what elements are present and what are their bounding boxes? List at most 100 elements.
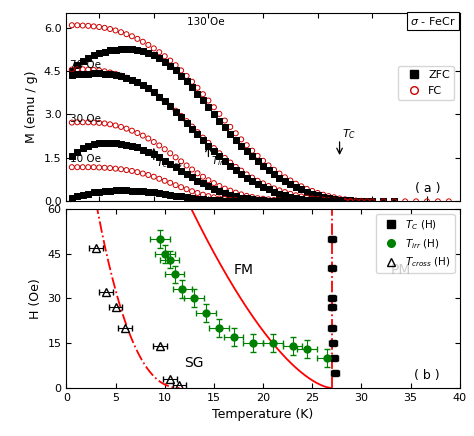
- Point: [79, 119, 87, 126]
- Point: [232, 167, 239, 174]
- Point: [84, 54, 92, 61]
- Point: [292, 198, 300, 205]
- Point: [237, 167, 245, 174]
- Point: [194, 84, 201, 91]
- Point: [79, 191, 87, 198]
- Point: [314, 198, 321, 205]
- Point: [150, 89, 157, 95]
- Point: [319, 196, 327, 203]
- Point: [227, 197, 234, 204]
- Point: [117, 123, 125, 130]
- Point: [330, 198, 338, 205]
- Point: [128, 167, 136, 174]
- Point: [298, 198, 305, 205]
- Point: [150, 189, 157, 196]
- Point: [270, 197, 278, 204]
- Point: [155, 49, 163, 56]
- Point: [134, 79, 141, 86]
- Point: [123, 74, 130, 81]
- Point: [237, 198, 245, 204]
- Point: [68, 22, 76, 29]
- Point: [363, 198, 371, 205]
- Point: [205, 142, 212, 149]
- Point: [276, 198, 283, 205]
- Point: [210, 194, 218, 201]
- Point: [391, 198, 398, 205]
- Point: [270, 166, 278, 173]
- Point: [232, 197, 239, 204]
- Point: [106, 121, 114, 128]
- Point: [73, 71, 81, 78]
- Point: [259, 197, 267, 204]
- Point: [95, 188, 103, 195]
- Point: [68, 68, 76, 75]
- Point: [265, 167, 273, 174]
- Point: [210, 110, 218, 117]
- Point: [325, 198, 332, 204]
- Point: [227, 123, 234, 130]
- Point: [128, 76, 136, 83]
- Point: [363, 198, 371, 204]
- Text: 10 Oe: 10 Oe: [70, 154, 100, 164]
- Point: [309, 198, 316, 205]
- Point: [145, 148, 152, 155]
- Point: [139, 48, 146, 55]
- Point: [309, 198, 316, 205]
- Point: [303, 196, 310, 203]
- Point: [210, 185, 218, 192]
- Point: [314, 192, 321, 199]
- Point: [265, 198, 273, 204]
- Text: 70 Oe: 70 Oe: [70, 60, 100, 70]
- Point: [270, 170, 278, 177]
- Point: [117, 29, 125, 36]
- Point: [166, 102, 174, 109]
- Point: [166, 62, 174, 69]
- Point: [276, 198, 283, 205]
- Point: [287, 181, 294, 188]
- Point: [134, 129, 141, 136]
- Point: [243, 198, 250, 205]
- Point: [303, 198, 310, 205]
- Point: [216, 197, 223, 204]
- Point: [298, 198, 305, 205]
- Point: [150, 89, 157, 96]
- Point: [276, 187, 283, 194]
- Point: [95, 67, 103, 74]
- Point: [155, 55, 163, 62]
- Point: [314, 198, 321, 205]
- Point: [117, 72, 125, 79]
- Point: [84, 22, 92, 29]
- Point: [341, 196, 349, 203]
- X-axis label: Temperature (K): Temperature (K): [212, 409, 314, 422]
- Point: [248, 196, 256, 203]
- Text: ( a ): ( a ): [415, 182, 440, 195]
- Point: [90, 119, 98, 126]
- Point: [79, 71, 87, 78]
- Point: [237, 194, 245, 201]
- Point: [292, 184, 300, 191]
- Point: [161, 98, 168, 105]
- Point: [128, 76, 136, 83]
- Point: [216, 187, 223, 194]
- Point: [128, 127, 136, 134]
- Point: [259, 157, 267, 164]
- Point: [172, 192, 180, 199]
- Point: [90, 51, 98, 58]
- Point: [205, 97, 212, 104]
- Point: [243, 142, 250, 149]
- Point: [79, 164, 87, 170]
- Point: [73, 62, 81, 69]
- Point: [150, 151, 157, 158]
- Point: [276, 198, 283, 204]
- Point: [155, 175, 163, 182]
- Y-axis label: H (Oe): H (Oe): [29, 278, 42, 319]
- Point: [95, 50, 103, 57]
- Point: [309, 198, 316, 205]
- Point: [134, 78, 141, 85]
- Point: [172, 67, 180, 74]
- Point: [172, 164, 180, 171]
- Point: [216, 195, 223, 202]
- Point: [237, 136, 245, 143]
- Point: [161, 177, 168, 184]
- Point: [254, 177, 261, 184]
